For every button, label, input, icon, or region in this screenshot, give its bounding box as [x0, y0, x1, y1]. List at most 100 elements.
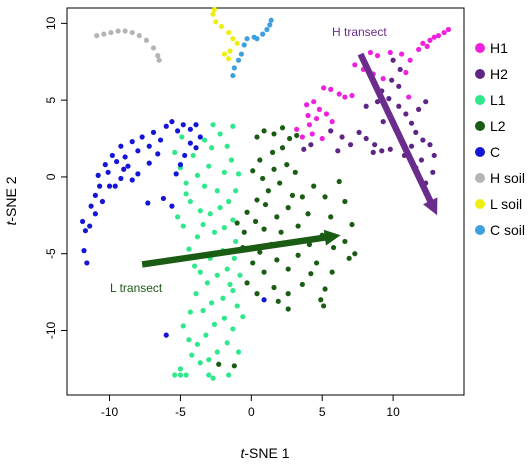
point-l2: [277, 180, 283, 186]
point-h1: [352, 62, 358, 68]
point-l-soil: [213, 19, 219, 25]
legend-label-l2: L2: [490, 118, 506, 134]
point-h1: [416, 46, 422, 53]
point-h2: [431, 152, 437, 159]
point-h1: [342, 94, 348, 100]
point-c: [112, 183, 118, 189]
point-l-soil: [230, 36, 236, 42]
point-h2: [363, 103, 369, 109]
point-c: [187, 126, 193, 132]
point-h2: [308, 142, 314, 148]
point-l2: [318, 297, 324, 303]
point-c: [187, 140, 193, 146]
point-l1: [197, 269, 203, 275]
point-c: [82, 228, 89, 234]
point-l1: [211, 321, 218, 327]
point-l1: [186, 246, 192, 252]
point-l2: [254, 134, 260, 140]
point-h1: [313, 115, 320, 122]
point-l2: [260, 175, 266, 182]
legend-swatch-h-soil: [475, 173, 485, 183]
point-h1: [329, 119, 335, 125]
point-h-soil: [150, 45, 157, 51]
series-h2: [301, 57, 437, 186]
y-tick-label: -5: [44, 248, 58, 259]
point-l2: [330, 244, 337, 251]
point-l2: [313, 260, 320, 266]
point-h2: [389, 77, 395, 83]
legend-swatch-h1: [475, 43, 485, 53]
point-h2: [374, 99, 381, 105]
point-c: [146, 160, 152, 166]
point-c: [79, 218, 86, 225]
point-l1: [183, 180, 189, 186]
point-h1: [328, 86, 334, 92]
legend-label-l-soil: L soil: [490, 196, 522, 212]
point-h1: [435, 33, 442, 39]
point-c-soil: [264, 26, 270, 33]
point-l1: [203, 332, 209, 338]
point-c: [88, 203, 94, 209]
point-h1: [403, 69, 409, 76]
point-h2: [397, 66, 403, 73]
point-l1: [230, 217, 236, 223]
point-c: [129, 139, 135, 145]
point-l2: [285, 266, 291, 272]
series-c-soil: [230, 17, 274, 79]
point-l2: [250, 260, 256, 266]
point-c: [92, 211, 98, 217]
point-c: [155, 151, 161, 157]
point-h-soil: [94, 33, 100, 39]
point-l1: [217, 205, 223, 211]
point-h2: [328, 128, 334, 134]
point-l1: [209, 145, 215, 151]
legend-label-c-soil: C soil: [490, 222, 525, 238]
legend-swatch-c-soil: [475, 225, 485, 235]
y-tick-label: 0: [44, 173, 58, 180]
point-l-soil: [210, 11, 216, 17]
point-h2: [347, 142, 354, 148]
point-h2: [418, 157, 425, 163]
point-l-soil: [234, 40, 240, 46]
point-l2: [216, 361, 222, 367]
point-c: [118, 175, 124, 182]
point-l2: [252, 218, 259, 225]
point-l2: [321, 303, 327, 309]
point-c-soil: [238, 51, 244, 57]
point-l2: [295, 252, 301, 258]
point-l1: [201, 137, 208, 143]
point-h2: [372, 142, 378, 148]
point-l2: [294, 132, 300, 139]
point-h1: [336, 91, 342, 97]
point-l1: [224, 143, 230, 149]
point-l-soil: [211, 6, 218, 13]
legend-label-h2: H2: [490, 66, 508, 82]
point-l1: [233, 188, 239, 194]
series-h-soil: [94, 28, 162, 63]
point-h1: [406, 94, 412, 100]
point-l1: [235, 349, 242, 355]
point-l1: [183, 372, 189, 378]
point-l2: [285, 205, 291, 211]
point-h2: [413, 129, 419, 135]
point-h1: [311, 99, 317, 105]
point-l2: [262, 201, 269, 208]
y-axis-title: t-SNE 2: [3, 176, 19, 225]
point-c: [197, 134, 203, 140]
point-c-soil: [231, 65, 237, 71]
point-l2: [244, 280, 250, 286]
point-c-soil: [244, 36, 250, 42]
point-l2: [265, 188, 271, 194]
point-l1: [234, 303, 240, 309]
point-h-soil: [155, 53, 161, 59]
point-l2: [346, 255, 352, 261]
legend-swatch-l-soil: [475, 199, 485, 209]
point-l1: [172, 149, 178, 155]
y-tick-label: 5: [44, 96, 58, 103]
point-l2: [322, 286, 328, 292]
point-l-soil: [226, 29, 232, 36]
point-l1: [187, 309, 193, 315]
point-h2: [356, 129, 362, 135]
point-c: [193, 122, 199, 128]
point-l1: [230, 287, 236, 294]
